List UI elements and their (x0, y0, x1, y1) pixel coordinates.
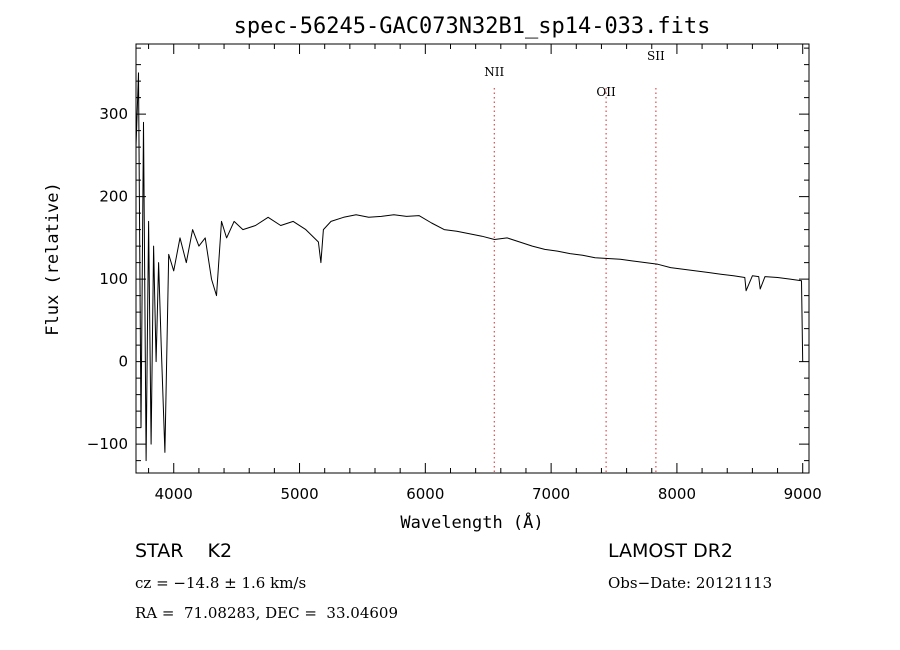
line-label-nii: NII (484, 65, 504, 79)
x-tick-label: 8000 (658, 485, 696, 503)
y-axis-label: Flux (relative) (43, 182, 63, 336)
spectrum-line-0 (135, 72, 804, 462)
chart-title: spec-56245-GAC073N32B1_sp14-033.fits (234, 14, 711, 39)
obs-date: Obs−Date: 20121113 (608, 574, 773, 592)
x-axis-label: Wavelength (Å) (400, 511, 543, 533)
x-tick-label: 7000 (532, 485, 570, 503)
survey-name: LAMOST DR2 (608, 540, 733, 562)
spectrum-series (135, 72, 804, 462)
line-label-sii: SII (647, 49, 665, 63)
object-type: STAR K2 (135, 540, 233, 562)
y-tick-label: 300 (99, 105, 128, 123)
x-tick-label: 6000 (406, 485, 444, 503)
y-tick-label: −100 (87, 435, 128, 453)
y-tick-label: 0 (118, 353, 128, 371)
redshift-cz: cz = −14.8 ± 1.6 km/s (135, 574, 307, 592)
axis-ticks: 4000 5000 6000 7000 8000 9000 −100 0 100 200 300 (87, 44, 822, 503)
x-tick-label: 4000 (155, 485, 193, 503)
x-tick-label: 5000 (280, 485, 318, 503)
x-tick-label: 9000 (784, 485, 822, 503)
line-label-oii: OII (596, 85, 616, 99)
plot-frame (135, 43, 810, 474)
y-tick-label: 100 (99, 270, 128, 288)
emission-lines: NII OII SII (484, 49, 665, 473)
y-tick-label: 200 (99, 188, 128, 206)
coordinates: RA = 71.08283, DEC = 33.04609 (135, 604, 399, 622)
